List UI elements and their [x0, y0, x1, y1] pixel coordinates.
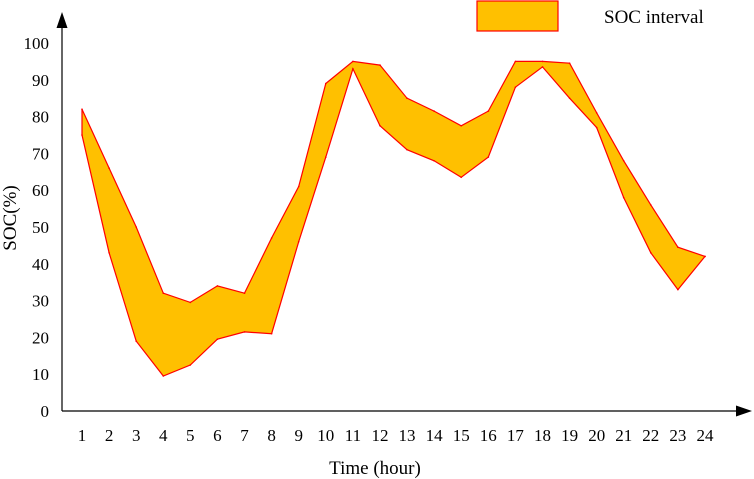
x-tick-label: 18 [534, 426, 551, 445]
soc-lower-point [352, 68, 354, 70]
soc-lower-point [325, 156, 327, 158]
x-tick-label: 8 [267, 426, 276, 445]
x-tick-label: 15 [453, 426, 470, 445]
y-tick-label: 80 [32, 108, 49, 127]
soc-lower-point [704, 255, 706, 258]
x-tick-label: 17 [507, 426, 525, 445]
soc-lower-point [243, 331, 246, 333]
x-tick-label: 7 [240, 426, 249, 445]
y-tick-label: 0 [41, 402, 50, 421]
x-tick-label: 20 [588, 426, 605, 445]
soc-lower-point [487, 156, 490, 158]
soc-lower-point [595, 126, 598, 129]
x-tick-label: 12 [372, 426, 389, 445]
legend-label: SOC interval [604, 7, 704, 28]
soc-lower-point [162, 375, 165, 377]
x-tick-label: 1 [78, 426, 87, 445]
x-tick-label: 19 [561, 426, 578, 445]
soc-upper-point [677, 246, 679, 248]
x-tick-label: 23 [669, 426, 686, 445]
soc-lower-point [622, 196, 625, 199]
soc-lower-point [81, 134, 83, 136]
soc-upper-point [270, 237, 273, 239]
x-tick-label: 6 [213, 426, 222, 445]
soc-lower-point [677, 288, 679, 291]
soc-upper-point [81, 108, 83, 110]
soc-lower-point [216, 338, 219, 341]
soc-lower-point [270, 332, 273, 335]
x-axis-title: Time (hour) [329, 458, 421, 479]
soc-lower-point [108, 252, 110, 254]
x-tick-label: 22 [642, 426, 659, 445]
soc-upper-point [297, 185, 300, 188]
x-tick-label: 2 [105, 426, 114, 445]
y-tick-labels: 0 10 20 30 40 50 60 70 80 90 100 [24, 34, 50, 421]
x-tick-label: 21 [615, 426, 632, 445]
soc-upper-point [568, 62, 571, 64]
y-tick-label: 100 [24, 34, 50, 53]
x-tick-label: 14 [426, 426, 444, 445]
y-axis-arrow [56, 12, 68, 28]
soc-lower-point [189, 364, 192, 366]
soc-lower-point [379, 125, 381, 127]
y-tick-label: 90 [32, 71, 49, 90]
x-tick-label: 3 [132, 426, 141, 445]
axes [56, 12, 752, 417]
soc-interval-area [81, 60, 707, 377]
soc-upper-point [622, 160, 625, 162]
x-tick-label: 10 [317, 426, 334, 445]
y-tick-label: 50 [32, 218, 49, 237]
x-tick-label: 11 [345, 426, 361, 445]
x-axis-arrow [736, 405, 752, 417]
y-tick-label: 30 [32, 292, 49, 311]
soc-upper-point [379, 64, 381, 66]
soc-upper-point [352, 60, 354, 63]
soc-upper-point [162, 292, 165, 295]
soc-lower-point [433, 160, 435, 162]
soc-upper-point [325, 82, 327, 85]
soc-lower-point [650, 252, 652, 254]
y-tick-label: 10 [32, 365, 49, 384]
soc-upper-point [216, 285, 219, 287]
x-tick-label: 13 [399, 426, 416, 445]
legend: SOC interval [476, 0, 704, 32]
x-tick-label: 16 [480, 426, 497, 445]
soc-upper-point [487, 110, 490, 112]
soc-upper-point [243, 292, 246, 295]
y-tick-label: 40 [32, 255, 49, 274]
soc-upper-point [433, 110, 435, 112]
soc-upper-point [595, 112, 598, 114]
x-tick-label: 4 [159, 426, 168, 445]
soc-lower-point [460, 176, 463, 179]
soc-lower-point [541, 66, 544, 68]
soc-upper-point [189, 301, 192, 304]
x-tick-label: 24 [697, 426, 715, 445]
y-axis-title: SOC(%) [0, 185, 21, 250]
soc-upper-point [650, 204, 652, 206]
soc-upper-point [108, 167, 110, 169]
x-tick-labels: 1 2 3 4 5 6 7 8 9 10 11 12 13 14 15 16 17 18 19 20 21 22 23 24 [78, 426, 714, 445]
soc-lower-point [514, 86, 517, 88]
soc-upper-point [541, 60, 544, 63]
soc-lower-point [135, 340, 137, 342]
soc-upper-point [135, 226, 137, 228]
soc-upper-point [460, 125, 463, 127]
soc-upper-point [406, 97, 408, 99]
y-tick-label: 60 [32, 181, 49, 200]
soc-upper-point [514, 60, 517, 63]
soc-lower-point [406, 148, 408, 151]
x-tick-label: 9 [294, 426, 303, 445]
area-layer [81, 60, 707, 377]
y-tick-label: 20 [32, 328, 49, 347]
soc-lower-point [297, 240, 300, 243]
legend-swatch [476, 0, 559, 32]
x-tick-label: 5 [186, 426, 195, 445]
y-tick-label: 70 [32, 144, 49, 163]
soc-lower-point [568, 97, 571, 99]
